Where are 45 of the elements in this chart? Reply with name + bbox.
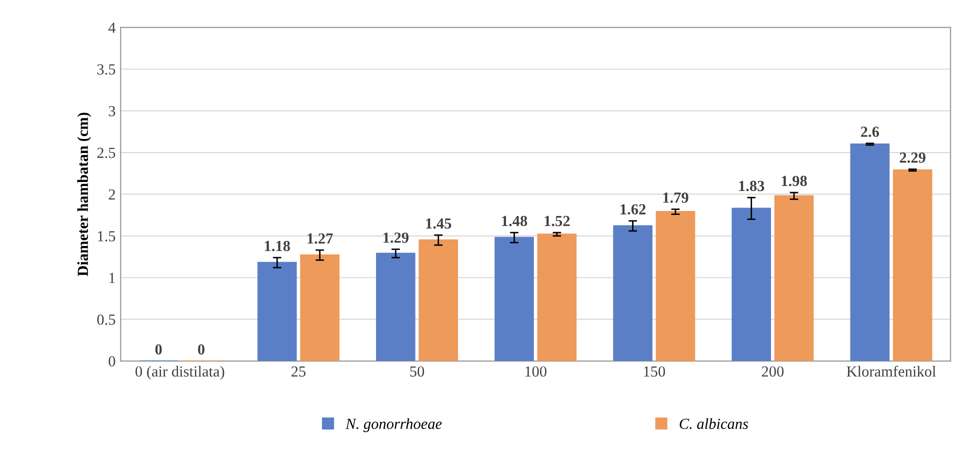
y-tick-label: 1.5 bbox=[98, 231, 116, 242]
data-label: 2.29 bbox=[900, 152, 926, 163]
x-tick-label: 200 bbox=[762, 366, 784, 377]
y-tick-label: 3 bbox=[108, 106, 116, 116]
y-tick-label: 0 bbox=[108, 356, 116, 366]
data-label: 0 bbox=[155, 344, 162, 355]
bar bbox=[300, 254, 340, 362]
y-tick-label: 3.5 bbox=[97, 64, 116, 75]
y-tick-label: 2 bbox=[108, 189, 115, 200]
bar bbox=[376, 252, 416, 362]
data-label: 1.18 bbox=[264, 240, 290, 252]
x-tick-label: 25 bbox=[291, 366, 306, 377]
y-tick-label: 0.5 bbox=[97, 314, 116, 325]
bar bbox=[613, 225, 652, 362]
bar bbox=[494, 236, 534, 362]
data-label: 0 bbox=[198, 344, 204, 355]
bar bbox=[774, 195, 814, 362]
x-tick-label: 0 (air distilata) bbox=[136, 366, 224, 380]
x-tick-label: 50 bbox=[410, 366, 424, 377]
y-axis-title: Diameter hambatan (cm) bbox=[77, 112, 92, 276]
y-tick-label: 4 bbox=[108, 22, 116, 33]
data-label: 1.48 bbox=[502, 216, 528, 226]
bar bbox=[418, 239, 458, 362]
bar bbox=[656, 211, 696, 362]
bar bbox=[732, 208, 772, 362]
data-label: 1.79 bbox=[663, 192, 688, 203]
y-tick-label: 1 bbox=[109, 272, 115, 283]
data-label: 1.45 bbox=[426, 218, 452, 229]
bar bbox=[257, 262, 297, 362]
x-tick-label: 150 bbox=[644, 366, 666, 377]
bar bbox=[892, 169, 932, 362]
bar bbox=[850, 143, 890, 362]
bar bbox=[537, 234, 577, 362]
data-label: 1.29 bbox=[384, 232, 408, 243]
data-label: 1.83 bbox=[739, 180, 764, 192]
data-label: 1.62 bbox=[620, 204, 646, 215]
x-tick-label: Kloramfenikol bbox=[846, 366, 936, 377]
data-label: 2.6 bbox=[861, 126, 880, 137]
legend-label: N. gonorrhoeae bbox=[345, 418, 442, 432]
y-tick-label: 2.5 bbox=[97, 148, 116, 158]
data-label: 1.52 bbox=[544, 216, 570, 226]
data-label: 1.27 bbox=[308, 233, 333, 244]
legend-label: C. albicans bbox=[680, 418, 748, 430]
x-tick-label: 100 bbox=[525, 366, 546, 377]
data-label: 1.98 bbox=[782, 176, 807, 186]
